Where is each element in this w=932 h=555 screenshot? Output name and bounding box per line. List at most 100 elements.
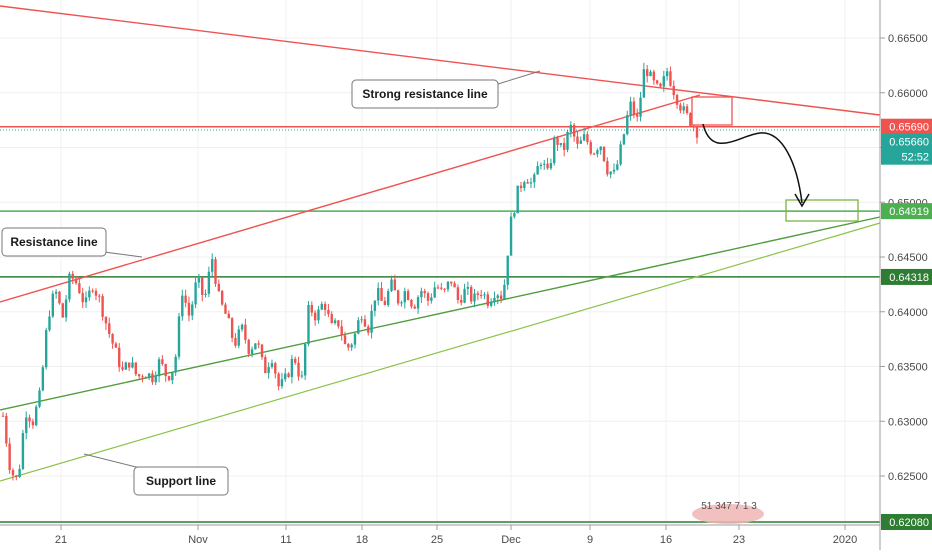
callout-pointer (103, 251, 143, 258)
candle-body (237, 329, 240, 346)
candle-body (191, 304, 194, 316)
candle-body (54, 291, 58, 294)
candle-body (513, 213, 516, 217)
y-tick-label: 0.64500 (888, 252, 928, 264)
candle-body (121, 367, 124, 370)
candle-body (267, 367, 270, 374)
candle-body (330, 314, 333, 324)
candle-body (556, 137, 559, 145)
candle-body (310, 304, 314, 313)
candle-body (403, 291, 406, 303)
callout-support: Support line (83, 453, 229, 496)
price-badge-label: 0.62080 (889, 517, 929, 529)
candle-body (108, 323, 111, 334)
candle-body (619, 144, 622, 165)
candle-body (284, 373, 287, 380)
y-tick-label: 0.63000 (888, 416, 928, 428)
candle-body (363, 319, 367, 327)
candle-body (353, 333, 357, 345)
candle-body (290, 358, 294, 378)
candle-body (396, 290, 400, 304)
candle-body (582, 134, 586, 141)
candle-body (460, 300, 463, 303)
candle-body (134, 362, 138, 375)
candle-body (476, 293, 480, 296)
candle-body (622, 134, 626, 145)
candle-body (416, 297, 420, 309)
support-trendline (0, 222, 881, 482)
candle-body (423, 291, 426, 294)
candle-body (559, 143, 563, 145)
candle-body (390, 279, 393, 292)
price-badge-bg (881, 268, 932, 285)
candle-body (675, 95, 679, 105)
candle-body (1, 415, 5, 417)
candle-body (466, 286, 470, 289)
candle-body (645, 69, 649, 77)
candle-body (224, 304, 227, 314)
candle-body (682, 106, 685, 111)
candle-body (343, 335, 347, 344)
x-tick-label: 11 (280, 534, 291, 546)
candle-body (566, 131, 569, 150)
y-tick-label: 0.64000 (888, 307, 928, 319)
candle-body (503, 284, 506, 299)
candle-body (88, 290, 91, 298)
candle-body (91, 290, 94, 292)
candle-body (420, 291, 423, 298)
candle-body (194, 282, 197, 305)
projection-arrow-path (702, 123, 803, 204)
candle-body (5, 415, 8, 444)
candle-body (31, 421, 35, 426)
candle-body (463, 288, 466, 303)
candle-body (171, 372, 174, 381)
candle-body (367, 326, 370, 333)
candle-body (473, 293, 476, 302)
candle-body (264, 357, 267, 374)
candle-body (440, 287, 443, 289)
price-badge-label: 0.65660 (889, 137, 929, 149)
candle-body (174, 356, 177, 373)
candle-body (227, 313, 230, 319)
candle-body (340, 326, 343, 336)
candle-body (586, 134, 589, 143)
candle-body (383, 300, 387, 306)
candle-body (377, 287, 380, 301)
candle-body (18, 468, 21, 477)
x-tick-label: 25 (431, 534, 443, 546)
candle-body (543, 163, 546, 165)
callout-pointer (497, 70, 541, 85)
x-tick-label: 23 (733, 534, 745, 546)
candle-body (201, 278, 204, 295)
candle-body (154, 376, 157, 383)
price-badge: 0.62080 (881, 513, 932, 530)
candle-body (612, 169, 616, 172)
candle-body (303, 344, 307, 376)
candle-body (526, 182, 529, 184)
candle-body (167, 376, 171, 381)
candle-body (446, 281, 450, 290)
candle-body (410, 299, 413, 307)
candle-body (357, 320, 360, 334)
candle-body (68, 273, 71, 300)
price-badge-bg (881, 513, 932, 530)
candle-body (360, 319, 363, 321)
price-badge: 52:52 (881, 148, 932, 165)
horizontal-levels (0, 125, 880, 523)
resistance-trendline (0, 94, 701, 303)
candle-body (38, 390, 41, 407)
candle-body (479, 295, 483, 297)
candle-body (606, 161, 609, 175)
callout-support-text: Support line (146, 474, 216, 488)
candle-body (207, 271, 211, 294)
candle-body (177, 316, 181, 357)
candle-body (78, 283, 81, 293)
candle-body (247, 339, 250, 354)
candle-body (64, 299, 68, 318)
candle-body (413, 306, 416, 309)
candle-body (450, 281, 453, 284)
x-axis-ticks: 21 Nov 11 18 25 Dec 9 16 23 2020 (55, 525, 857, 546)
candle-body (58, 291, 61, 304)
